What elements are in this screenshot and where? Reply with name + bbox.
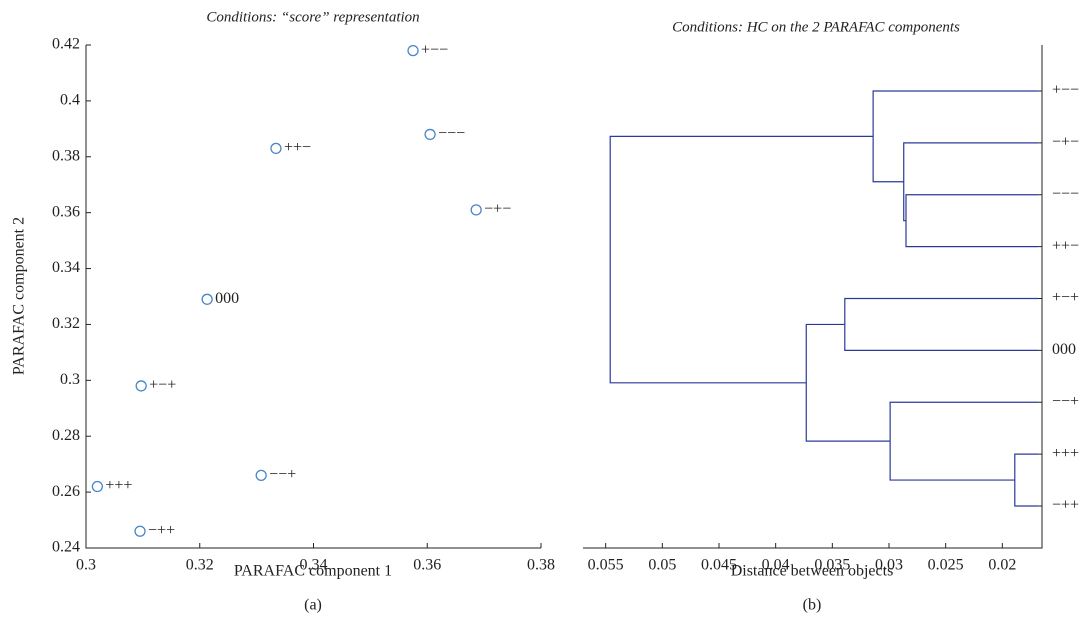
point-label: −−+ — [269, 466, 296, 483]
y-tick-label: 0.4 — [60, 92, 80, 109]
point — [134, 525, 146, 537]
y-tick-label: 0.32 — [52, 315, 80, 332]
point — [270, 142, 282, 155]
point-label: +++ — [105, 477, 132, 494]
point — [407, 44, 419, 57]
point — [135, 380, 147, 392]
x-axis-label: Distance between objects — [731, 563, 894, 580]
leaf-label: −+− — [1052, 134, 1079, 151]
axis-frame — [583, 45, 1043, 549]
caption: (a) — [304, 597, 322, 614]
x-tick-label: 0.04 — [762, 557, 790, 574]
dendrogram-link — [872, 90, 1038, 183]
x-tick-label: 0.035 — [814, 557, 850, 574]
dendrogram-link — [609, 135, 874, 384]
x-tick-label: 0.02 — [988, 557, 1016, 574]
point — [255, 469, 267, 481]
dendrogram-link — [889, 401, 1038, 481]
leaf-label: +−+ — [1052, 289, 1079, 306]
point-label: +−− — [421, 41, 448, 58]
point-label: +−+ — [149, 377, 176, 394]
x-tick-label: 0.055 — [588, 557, 624, 574]
leaf-label: +++ — [1052, 445, 1079, 462]
x-axis-label: PARAFAC component 1 — [234, 563, 392, 580]
x-tick-label: 0.03 — [875, 557, 903, 574]
dendrogram-link — [903, 142, 1038, 222]
y-tick-label: 0.28 — [52, 427, 80, 444]
y-tick-label: 0.26 — [52, 483, 80, 500]
point-label: −+− — [484, 201, 511, 218]
leaf-label: −−− — [1052, 185, 1079, 202]
x-tick-label: 0.045 — [701, 557, 737, 574]
dendrogram-link — [844, 297, 1038, 351]
point-label: −−− — [438, 125, 465, 142]
y-tick-label: 0.34 — [52, 259, 80, 276]
x-tick-label: 0.05 — [648, 557, 676, 574]
dendrogram-link — [905, 194, 1038, 248]
y-tick-label: 0.3 — [60, 371, 80, 388]
point — [470, 204, 482, 216]
x-tick-label: 0.36 — [413, 557, 441, 574]
point — [424, 128, 436, 141]
leaf-label: +−− — [1052, 82, 1079, 99]
y-tick-label: 0.42 — [52, 36, 80, 53]
x-tick-label: 0.025 — [928, 557, 964, 574]
caption: (b) — [803, 597, 822, 614]
leaf-label: 000 — [1052, 341, 1076, 358]
chart-title: Conditions: HC on the 2 PARAFAC componen… — [672, 19, 960, 35]
point-label: 000 — [215, 290, 239, 307]
x-tick-label: 0.38 — [527, 557, 555, 574]
point — [91, 480, 104, 493]
y-tick-label: 0.24 — [52, 539, 80, 556]
y-tick-label: 0.38 — [52, 147, 80, 164]
point-label: ++− — [284, 139, 311, 156]
leaf-label: −−+ — [1052, 393, 1079, 410]
chart-title: Conditions: “score” representation — [206, 9, 419, 25]
point — [201, 293, 213, 305]
x-tick-label: 0.3 — [76, 557, 96, 574]
x-tick-label: 0.32 — [186, 557, 214, 574]
point-label: −++ — [148, 522, 175, 539]
y-tick-label: 0.36 — [52, 203, 80, 220]
dendrogram-link — [805, 323, 891, 442]
leaf-label: ++− — [1052, 237, 1079, 254]
leaf-label: −++ — [1052, 497, 1079, 514]
dendrogram-link — [1014, 453, 1038, 507]
x-tick-label: 0.34 — [300, 557, 328, 574]
axis-frame — [85, 45, 541, 549]
y-axis-label: PARAFAC component 2 — [11, 217, 28, 375]
